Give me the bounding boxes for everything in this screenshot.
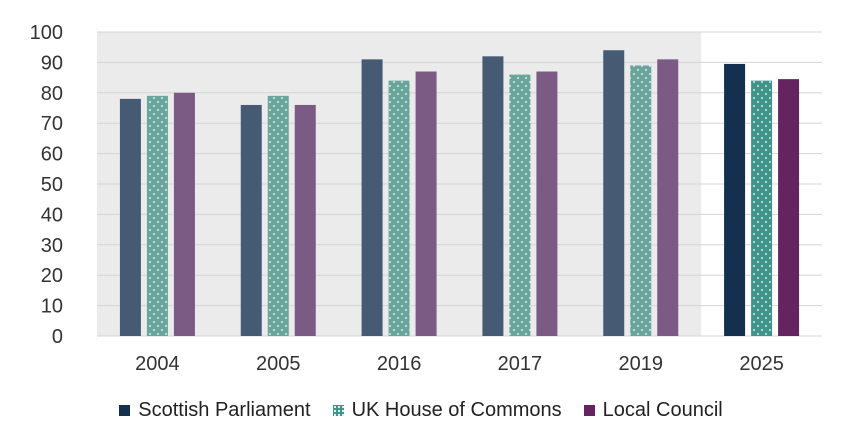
bar-uk-house-of-commons-2019 <box>630 65 652 336</box>
y-tick-label: 30 <box>41 235 63 257</box>
y-tick-label: 0 <box>52 326 63 348</box>
x-tick-label-2017: 2017 <box>498 353 543 375</box>
legend-swatch-local-council <box>583 404 595 416</box>
bar-local-council-2019 <box>657 59 679 337</box>
x-tick-label-2016: 2016 <box>377 353 422 375</box>
legend-label-uk-house-of-commons: UK House of Commons <box>351 398 562 421</box>
bar-local-council-2004 <box>173 92 195 336</box>
legend: Scottish Parliament UK House of Commons … <box>0 388 842 432</box>
bar-scottish-parliament-2019 <box>603 50 625 337</box>
y-tick-label: 50 <box>41 174 63 196</box>
bar-uk-house-of-commons-2004 <box>146 95 168 336</box>
y-tick-label: 80 <box>41 83 63 105</box>
x-tick-label-2019: 2019 <box>619 353 664 375</box>
bar-scottish-parliament-2017 <box>482 56 504 336</box>
bar-local-council-2025 <box>778 79 800 337</box>
legend-swatch-uk-house-of-commons <box>332 404 344 416</box>
x-tick-label-2005: 2005 <box>256 353 301 375</box>
bar-uk-house-of-commons-2016 <box>388 80 410 336</box>
legend-item-scottish-parliament: Scottish Parliament <box>119 398 311 422</box>
y-tick-label: 90 <box>41 52 63 74</box>
bar-scottish-parliament-2004 <box>119 98 141 336</box>
bar-local-council-2005 <box>294 104 316 337</box>
bar-scottish-parliament-2005 <box>240 104 262 337</box>
bar-uk-house-of-commons-2017 <box>509 74 531 336</box>
bar-uk-house-of-commons-2005 <box>267 95 289 336</box>
bar-uk-house-of-commons-2025 <box>751 80 773 336</box>
legend-swatch-scottish-parliament <box>119 404 131 416</box>
y-tick-label: 60 <box>41 144 63 166</box>
bar-local-council-2017 <box>536 71 558 337</box>
y-tick-label: 10 <box>41 296 63 318</box>
y-tick-label: 40 <box>41 204 63 226</box>
bar-chart-plot: 0 10 20 30 40 50 60 70 80 90 100 2004 2005 2016 2017 20… <box>30 22 822 375</box>
x-tick-label-2004: 2004 <box>135 353 180 375</box>
y-tick-label: 70 <box>41 113 63 135</box>
bar-scottish-parliament-2025 <box>724 63 746 337</box>
x-tick-label-2025: 2025 <box>739 353 784 375</box>
legend-label-local-council: Local Council <box>602 398 723 421</box>
y-tick-label: 20 <box>41 265 63 287</box>
bar-local-council-2016 <box>415 71 437 337</box>
legend-item-local-council: Local Council <box>583 398 723 422</box>
legend-item-uk-house-of-commons: UK House of Commons <box>332 398 562 422</box>
y-tick-label: 100 <box>30 22 63 44</box>
legend-label-scottish-parliament: Scottish Parliament <box>138 398 311 421</box>
bar-scottish-parliament-2016 <box>361 59 383 337</box>
